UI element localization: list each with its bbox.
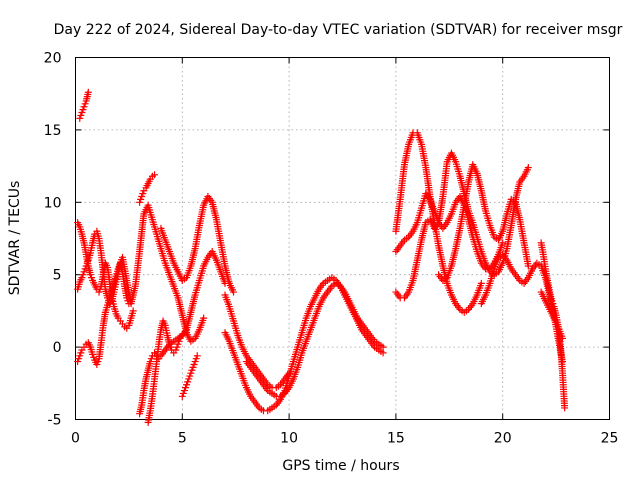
y-tick-label: 10 <box>44 195 62 211</box>
y-tick-labels: -5 0 5 10 15 20 <box>44 51 62 429</box>
data-point <box>379 343 387 351</box>
y-axis-label: SDTVAR / TECUs <box>7 181 23 296</box>
grid <box>75 57 610 420</box>
ticks <box>75 57 610 420</box>
data-point <box>84 88 92 96</box>
data-point <box>561 404 569 412</box>
x-tick-label: 5 <box>178 431 187 447</box>
x-tick-labels: 0 5 10 15 20 25 <box>71 431 618 447</box>
chart-title: Day 222 of 2024, Sidereal Day-to-day VTE… <box>54 22 623 38</box>
data-point <box>524 262 532 270</box>
data-point <box>193 352 201 360</box>
x-tick-label: 15 <box>387 431 405 447</box>
plot-frame <box>75 57 610 420</box>
data-point <box>200 314 208 322</box>
data-points <box>74 88 569 426</box>
data-point <box>499 239 507 247</box>
y-tick-label: 0 <box>53 340 62 356</box>
data-point <box>559 334 567 342</box>
x-tick-label: 10 <box>280 431 298 447</box>
data-point <box>151 171 159 179</box>
y-tick-label: -5 <box>48 413 62 429</box>
data-point <box>477 279 485 287</box>
x-tick-label: 25 <box>601 431 619 447</box>
x-tick-label: 0 <box>71 431 80 447</box>
data-point <box>178 330 186 338</box>
y-tick-label: 5 <box>53 268 62 284</box>
x-tick-label: 20 <box>494 431 512 447</box>
y-tick-label: 20 <box>44 51 62 67</box>
data-point <box>230 288 238 296</box>
data-point <box>129 307 137 315</box>
y-tick-label: 15 <box>44 123 62 139</box>
x-axis-label: GPS time / hours <box>282 458 399 474</box>
data-point <box>524 164 532 172</box>
